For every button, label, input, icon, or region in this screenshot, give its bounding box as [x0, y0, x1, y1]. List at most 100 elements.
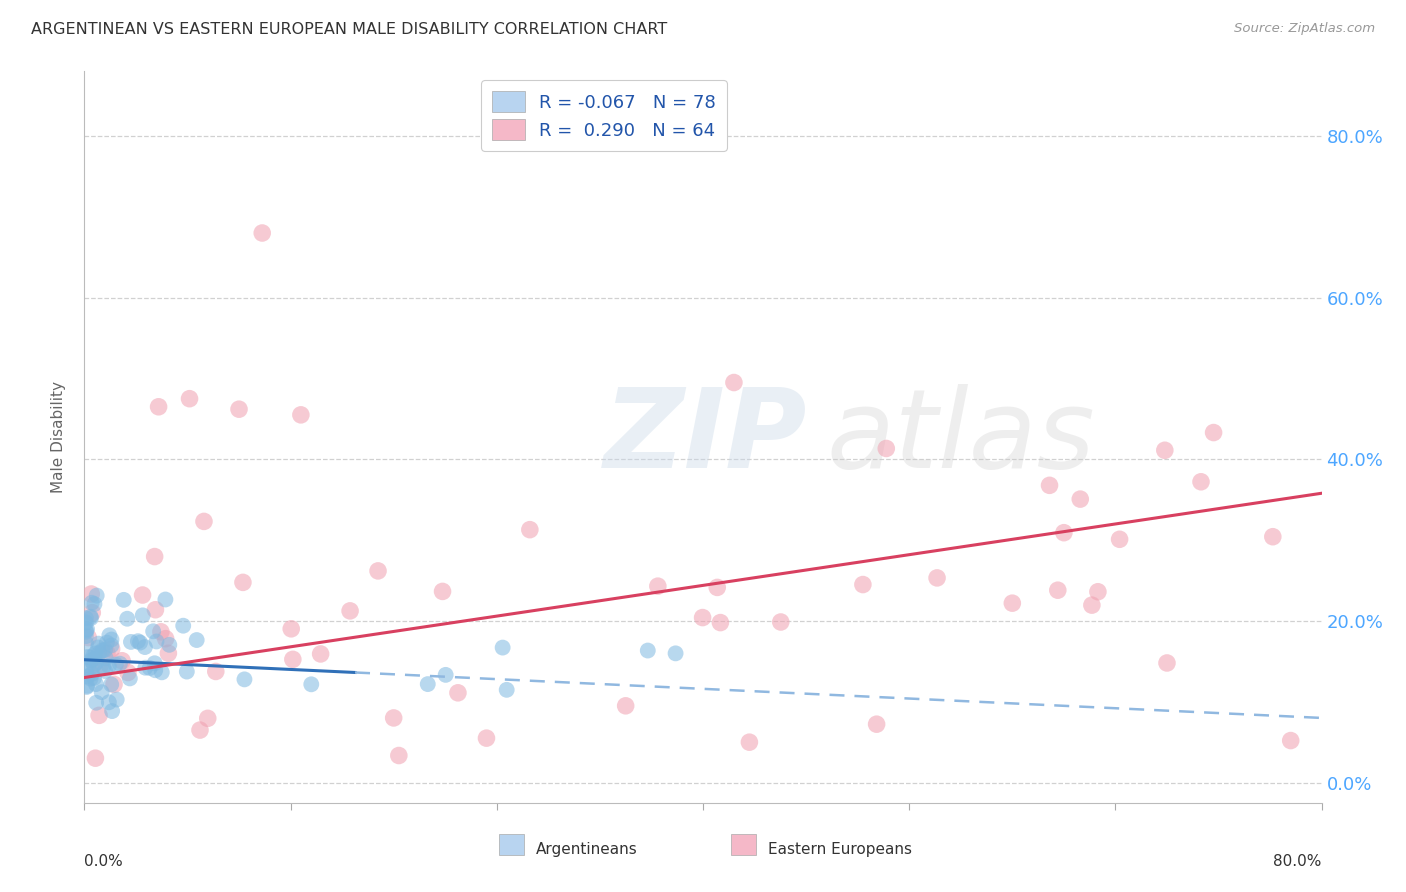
Point	[925, 571, 948, 585]
Point	[145, 634, 167, 648]
Point	[339, 604, 361, 618]
Point	[89, 646, 111, 660]
Point	[614, 698, 637, 713]
Point	[84, 751, 107, 765]
Point	[100, 677, 122, 691]
Point	[76, 669, 98, 683]
Text: Eastern Europeans: Eastern Europeans	[768, 842, 911, 856]
Point	[97, 695, 120, 709]
Point	[647, 579, 669, 593]
Text: atlas: atlas	[827, 384, 1095, 491]
Legend: R = -0.067   N = 78, R =  0.290   N = 64: R = -0.067 N = 78, R = 0.290 N = 64	[481, 80, 727, 151]
Point	[84, 647, 107, 661]
Point	[145, 603, 167, 617]
Y-axis label: Male Disability: Male Disability	[51, 381, 66, 493]
Point	[97, 659, 120, 673]
Point	[299, 677, 322, 691]
Point	[118, 672, 141, 686]
Point	[76, 680, 98, 694]
Point	[100, 632, 122, 647]
Point	[80, 611, 103, 625]
Point	[1156, 656, 1178, 670]
Point	[80, 666, 103, 681]
Point	[76, 622, 98, 636]
Point	[75, 624, 97, 638]
Point	[83, 658, 105, 673]
Point	[80, 587, 103, 601]
Point	[447, 686, 470, 700]
Point	[865, 717, 887, 731]
Point	[94, 651, 117, 665]
Point	[709, 615, 731, 630]
Point	[134, 661, 156, 675]
Point	[84, 696, 107, 710]
Point	[115, 612, 138, 626]
Point	[139, 661, 162, 675]
Point	[94, 642, 117, 657]
Text: Source: ZipAtlas.com: Source: ZipAtlas.com	[1234, 22, 1375, 36]
Point	[87, 637, 110, 651]
Point	[432, 584, 454, 599]
Point	[150, 665, 173, 680]
Point	[193, 515, 215, 529]
Point	[1038, 478, 1060, 492]
Point	[491, 640, 513, 655]
Point	[1279, 733, 1302, 747]
Point	[388, 748, 411, 763]
Point	[76, 679, 98, 693]
Point	[129, 635, 152, 649]
Point	[204, 665, 226, 679]
Point	[96, 635, 118, 649]
Point	[723, 376, 745, 390]
Text: ARGENTINEAN VS EASTERN EUROPEAN MALE DISABILITY CORRELATION CHART: ARGENTINEAN VS EASTERN EUROPEAN MALE DIS…	[31, 22, 668, 37]
Text: 80.0%: 80.0%	[1274, 854, 1322, 869]
Point	[155, 592, 177, 607]
Point	[1202, 425, 1225, 440]
Point	[149, 624, 172, 639]
Point	[172, 618, 194, 632]
Point	[495, 682, 517, 697]
Point	[90, 685, 112, 699]
Point	[1261, 530, 1284, 544]
Point	[475, 731, 498, 746]
Point	[75, 629, 97, 643]
Point	[82, 649, 104, 664]
Point	[157, 638, 180, 652]
Point	[131, 588, 153, 602]
Point	[75, 611, 97, 625]
Point	[416, 677, 439, 691]
Point	[86, 589, 108, 603]
Point	[132, 608, 155, 623]
Point	[367, 564, 389, 578]
Point	[82, 606, 104, 620]
Point	[197, 711, 219, 725]
Point	[96, 646, 118, 660]
Point	[143, 657, 166, 671]
Point	[117, 665, 139, 680]
Point	[1069, 492, 1091, 507]
Point	[228, 402, 250, 417]
Point	[89, 659, 111, 673]
Point	[98, 628, 121, 642]
Point	[176, 665, 198, 679]
Point	[80, 653, 103, 667]
Point	[148, 400, 170, 414]
Point	[875, 442, 897, 456]
Point	[1087, 584, 1109, 599]
Point	[127, 634, 149, 648]
Point	[83, 597, 105, 611]
Point	[108, 657, 131, 671]
Point	[83, 671, 105, 685]
Point	[637, 643, 659, 657]
Point	[77, 631, 100, 645]
Point	[1108, 533, 1130, 547]
Point	[186, 633, 208, 648]
Point	[1153, 443, 1175, 458]
Text: Argentineans: Argentineans	[536, 842, 637, 856]
Point	[120, 635, 142, 649]
Point	[309, 647, 332, 661]
Point	[233, 673, 256, 687]
Point	[75, 664, 97, 678]
Point	[134, 640, 156, 654]
Point	[852, 577, 875, 591]
